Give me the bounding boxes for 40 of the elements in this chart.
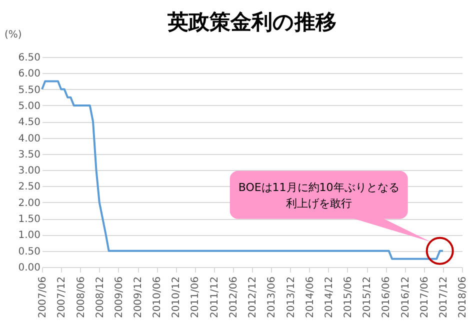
x-tick-label: 2007/06 — [38, 276, 48, 318]
chart-title: 英政策金利の推移 — [166, 10, 336, 34]
x-tick-label: 2009/06 — [114, 276, 125, 318]
y-tick-label: 5.50 — [18, 84, 40, 96]
y-tick-label: 3.50 — [18, 149, 40, 160]
x-tick-label: 2011/12 — [209, 276, 220, 318]
x-tick-label: 2012/06 — [228, 276, 240, 318]
x-tick-label: 2016/06 — [381, 276, 392, 318]
y-tick-label: 4.50 — [18, 117, 40, 128]
x-tick-label: 2007/12 — [56, 276, 68, 318]
y-tick-label: 3.00 — [18, 166, 40, 177]
x-tick-label: 2008/12 — [94, 276, 106, 318]
x-tick-label: 2014/12 — [324, 276, 335, 318]
x-tick-label: 2013/12 — [286, 276, 297, 318]
y-axis-title: (%) — [4, 30, 22, 40]
x-tick-label: 2010/12 — [171, 276, 182, 318]
y-tick-label: 2.00 — [18, 198, 40, 209]
y-tick-label: 6.00 — [18, 68, 40, 80]
x-tick-label: 2016/12 — [400, 276, 412, 318]
x-tick-label: 2012/12 — [248, 276, 259, 318]
x-tick-label: 2015/06 — [342, 276, 354, 318]
y-tick-label: 0.50 — [18, 246, 40, 258]
x-tick-label: 2013/06 — [266, 276, 278, 318]
x-tick-label: 2014/06 — [304, 276, 316, 318]
y-tick-label: 4.00 — [18, 133, 40, 144]
y-tick-label: 2.50 — [18, 182, 40, 193]
x-tick-label: 2015/12 — [362, 276, 374, 318]
x-tick-label: 2017/12 — [438, 276, 450, 318]
x-tick-label: 2017/06 — [419, 276, 430, 318]
y-tick-label: 1.50 — [18, 214, 40, 226]
x-tick-label: 2018/06 — [458, 276, 468, 318]
x-tick-label: 2008/06 — [76, 276, 87, 318]
y-tick-label: 5.00 — [18, 100, 40, 112]
y-tick-label: 1.00 — [18, 230, 40, 242]
x-tick-label: 2009/12 — [133, 276, 144, 318]
y-tick-label: 0.00 — [18, 262, 40, 274]
x-tick-label: 2011/06 — [190, 276, 202, 318]
x-tick-label: 2010/06 — [152, 276, 164, 318]
annotation: BOEは11月に約10年ぶりとなる利上げを敢行 — [238, 180, 400, 210]
y-tick-label: 6.50 — [18, 52, 40, 64]
